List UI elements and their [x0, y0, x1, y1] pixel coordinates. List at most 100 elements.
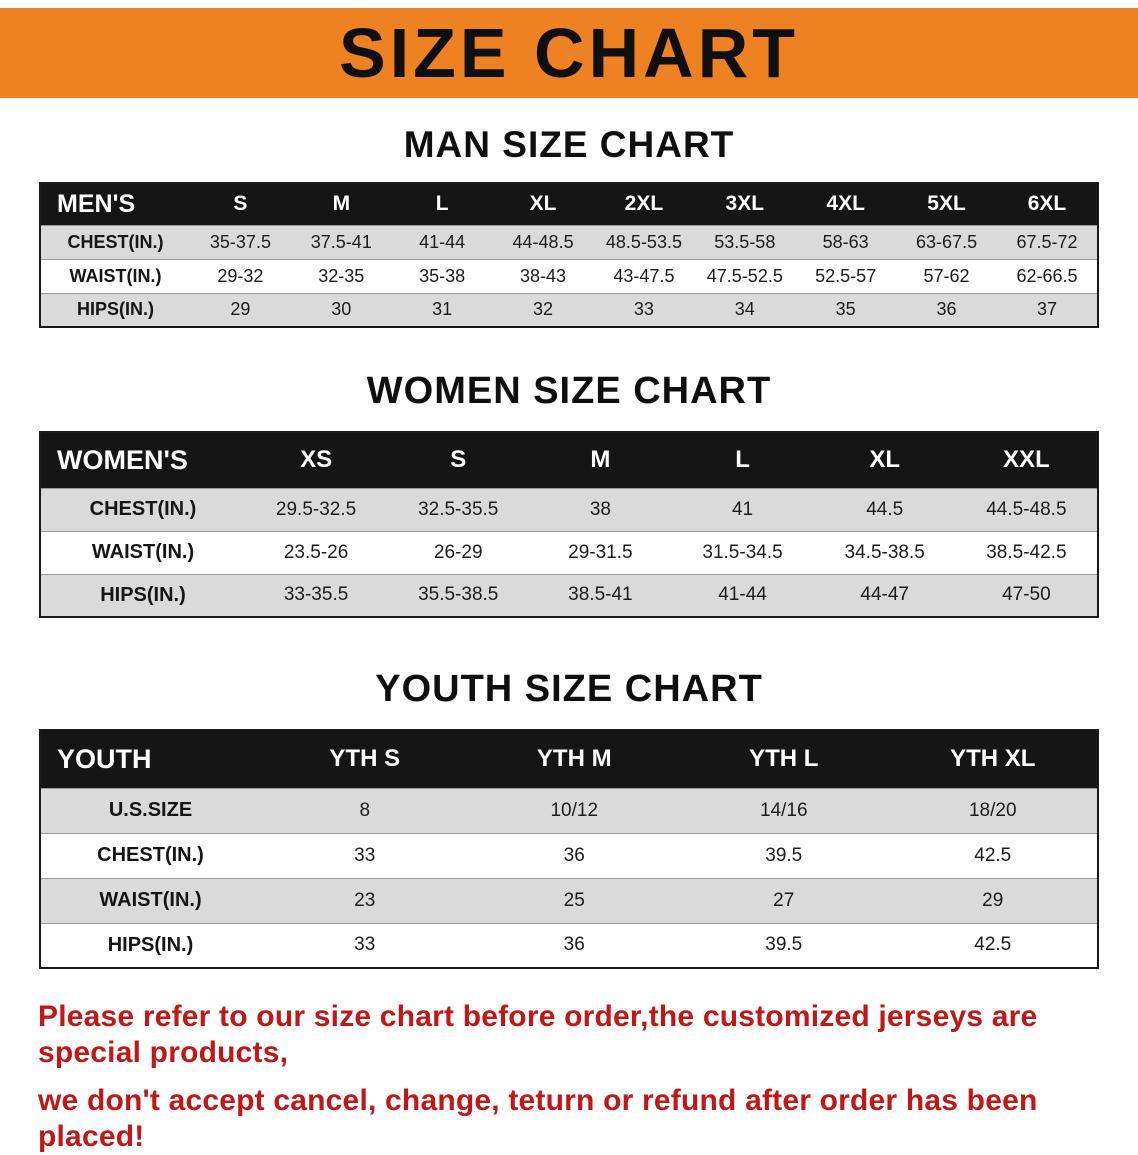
row-label: U.S.SIZE [108, 799, 193, 821]
size-cell: 23 [354, 889, 376, 911]
size-cell: 44-48.5 [512, 231, 574, 252]
women-size-chart-section: WOMEN SIZE CHART WOMEN'S XS S M L XL XXL… [0, 328, 1138, 618]
size-cell: 18/20 [968, 799, 1017, 821]
size-column-header: YTH M [469, 730, 679, 788]
size-cell: 41 [731, 498, 754, 520]
size-cell: 47-50 [1002, 584, 1051, 606]
size-cell: 31.5-34.5 [702, 541, 783, 563]
size-cell: 27 [773, 889, 795, 911]
size-column-header: XS [245, 432, 388, 488]
size-column-header: YTH L [679, 730, 889, 788]
men-waist-row: WAIST(IN.) 29-32 32-35 35-38 38-43 43-47… [40, 259, 1098, 293]
men-size-chart-section: MAN SIZE CHART MEN'S S M L XL 2XL 3XL 4X… [0, 98, 1138, 328]
size-cell: 29-32 [217, 265, 264, 286]
row-label: HIPS(IN.) [100, 583, 186, 606]
size-cell: 29.5-32.5 [275, 498, 357, 520]
size-cell: 32.5-35.5 [418, 498, 499, 520]
size-cell: 14/16 [759, 799, 808, 821]
size-cell: 37.5-41 [310, 231, 372, 252]
size-cell: 35-37.5 [209, 231, 271, 252]
size-column-header: XL [492, 183, 594, 225]
size-chart-page: SIZE CHART MAN SIZE CHART MEN'S S M L XL… [0, 8, 1138, 1155]
size-column-header: XL [813, 432, 956, 488]
size-cell: 31 [432, 299, 453, 320]
size-cell: 29-31.5 [568, 541, 633, 563]
women-size-table: WOMEN'S XS S M L XL XXL CHEST(IN.) 29.5-… [39, 431, 1099, 618]
size-cell: 32-35 [318, 265, 365, 286]
size-cell: 39.5 [765, 934, 803, 956]
size-cell: 25 [563, 889, 585, 911]
size-cell: 33-35.5 [283, 584, 349, 606]
size-column-header: 2XL [593, 183, 695, 225]
size-column-header: YTH S [260, 730, 470, 788]
page-title: SIZE CHART [339, 14, 799, 92]
size-cell: 35.5-38.5 [418, 584, 499, 606]
row-label: HIPS(IN.) [107, 933, 194, 956]
size-cell: 38 [589, 498, 611, 520]
size-cell: 44-47 [860, 584, 909, 606]
women-waist-row: WAIST(IN.) 23.5-26 26-29 29-31.5 31.5-34… [40, 531, 1098, 574]
men-table-name: MEN'S [40, 183, 190, 225]
size-cell: 36 [563, 844, 585, 866]
disclaimer-line-1: Please refer to our size chart before or… [38, 1000, 1038, 1069]
size-cell: 33 [633, 299, 654, 320]
size-cell: 58-63 [822, 231, 869, 252]
size-cell: 48.5-53.5 [605, 231, 682, 252]
youth-table-name: YOUTH [40, 730, 260, 788]
size-cell: 67.5-72 [1016, 231, 1078, 252]
row-label: CHEST(IN.) [97, 844, 204, 866]
size-column-header: M [290, 183, 392, 225]
youth-section-title: YOUTH SIZE CHART [375, 668, 763, 710]
youth-ussize-row: U.S.SIZE 8 10/12 14/16 18/20 [40, 788, 1098, 833]
size-column-header: 5XL [896, 183, 997, 225]
women-chest-row: CHEST(IN.) 29.5-32.5 32.5-35.5 38 41 44.… [40, 488, 1098, 531]
size-cell: 44.5 [866, 498, 904, 520]
men-size-table: MEN'S S M L XL 2XL 3XL 4XL 5XL 6XL CHEST… [39, 182, 1099, 328]
size-cell: 53.5-58 [714, 231, 776, 252]
size-cell: 32 [533, 299, 554, 320]
disclaimer: Please refer to our size chart before or… [38, 999, 1100, 1155]
youth-hips-row: HIPS(IN.) 33 36 39.5 42.5 [40, 923, 1098, 968]
size-cell: 23.5-26 [283, 541, 349, 563]
size-cell: 38.5-42.5 [986, 541, 1067, 563]
size-cell: 37 [1036, 299, 1058, 320]
size-cell: 34.5-38.5 [844, 541, 925, 563]
size-cell: 38.5-41 [568, 584, 633, 606]
size-cell: 63-67.5 [916, 231, 978, 252]
youth-size-chart-section: YOUTH SIZE CHART YOUTH YTH S YTH M YTH L… [0, 618, 1138, 969]
size-cell: 44.5-48.5 [986, 498, 1067, 520]
size-cell: 29 [230, 299, 251, 320]
men-header-row: MEN'S S M L XL 2XL 3XL 4XL 5XL 6XL [40, 183, 1098, 225]
disclaimer-line-2: we don't accept cancel, change, teturn o… [38, 1084, 1038, 1153]
size-column-header: M [529, 432, 672, 488]
size-cell: 35 [835, 299, 856, 320]
size-cell: 29 [982, 889, 1004, 911]
row-label: CHEST(IN.) [67, 231, 164, 252]
size-column-header: L [671, 432, 814, 488]
size-column-header: L [391, 183, 493, 225]
row-label: WAIST(IN.) [91, 541, 195, 563]
size-cell: 30 [331, 299, 352, 320]
row-label: HIPS(IN.) [76, 299, 154, 320]
size-column-header: S [387, 432, 530, 488]
size-cell: 26-29 [433, 541, 483, 563]
size-cell: 35-38 [419, 265, 466, 286]
youth-size-table: YOUTH YTH S YTH M YTH L YTH XL U.S.SIZE … [39, 729, 1099, 969]
size-cell: 38-43 [520, 265, 567, 286]
men-hips-row: HIPS(IN.) 29 30 31 32 33 34 35 36 37 [40, 293, 1098, 327]
size-column-header: 4XL [795, 183, 897, 225]
youth-chest-row: CHEST(IN.) 33 36 39.5 42.5 [40, 833, 1098, 878]
row-label: WAIST(IN.) [99, 889, 202, 911]
size-cell: 33 [354, 844, 376, 866]
size-cell: 39.5 [765, 844, 803, 866]
size-cell: 43-47.5 [613, 265, 675, 286]
row-label: WAIST(IN.) [69, 265, 162, 286]
size-cell: 42.5 [974, 934, 1012, 956]
size-cell: 33 [354, 934, 376, 956]
size-column-header: XXL [955, 432, 1098, 488]
size-cell: 36 [936, 299, 957, 320]
size-cell: 52.5-57 [815, 265, 877, 286]
size-cell: 57-62 [923, 265, 970, 286]
size-cell: 42.5 [974, 844, 1012, 866]
youth-waist-row: WAIST(IN.) 23 25 27 29 [40, 878, 1098, 923]
